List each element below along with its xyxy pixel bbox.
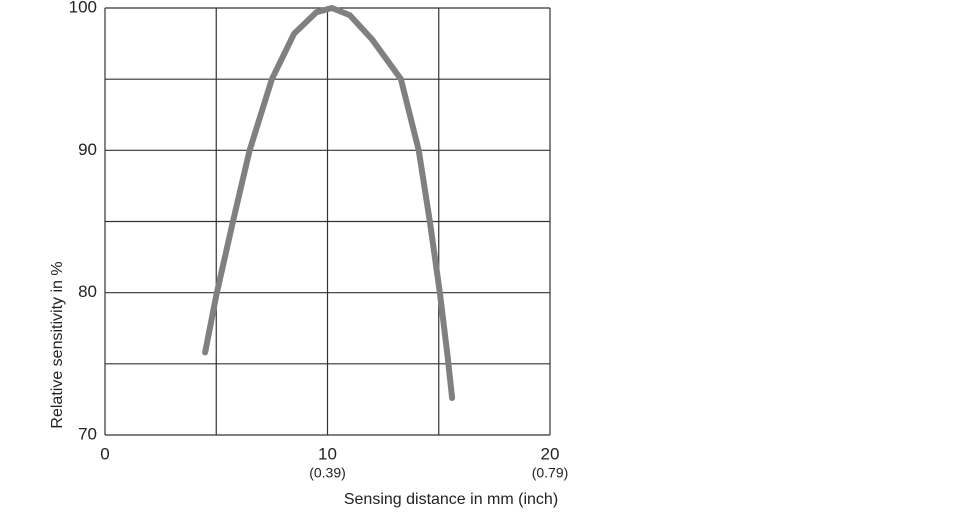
y-tick-label: 90 (78, 140, 97, 159)
data-line (202, 5, 456, 401)
y-tick-label: 80 (78, 282, 97, 301)
x-tick-label: 0 (100, 444, 109, 463)
y-axis-label: Relative sensitivity in % (49, 261, 66, 428)
x-tick-label: 10 (318, 444, 337, 463)
x-tick-sublabel: (0.79) (532, 465, 569, 481)
x-axis-label: Sensing distance in mm (inch) (344, 491, 558, 508)
y-tick-label: 100 (69, 0, 97, 16)
x-tick-label: 20 (541, 444, 560, 463)
y-tick-label: 70 (78, 424, 97, 443)
x-tick-sublabel: (0.39) (309, 465, 346, 481)
